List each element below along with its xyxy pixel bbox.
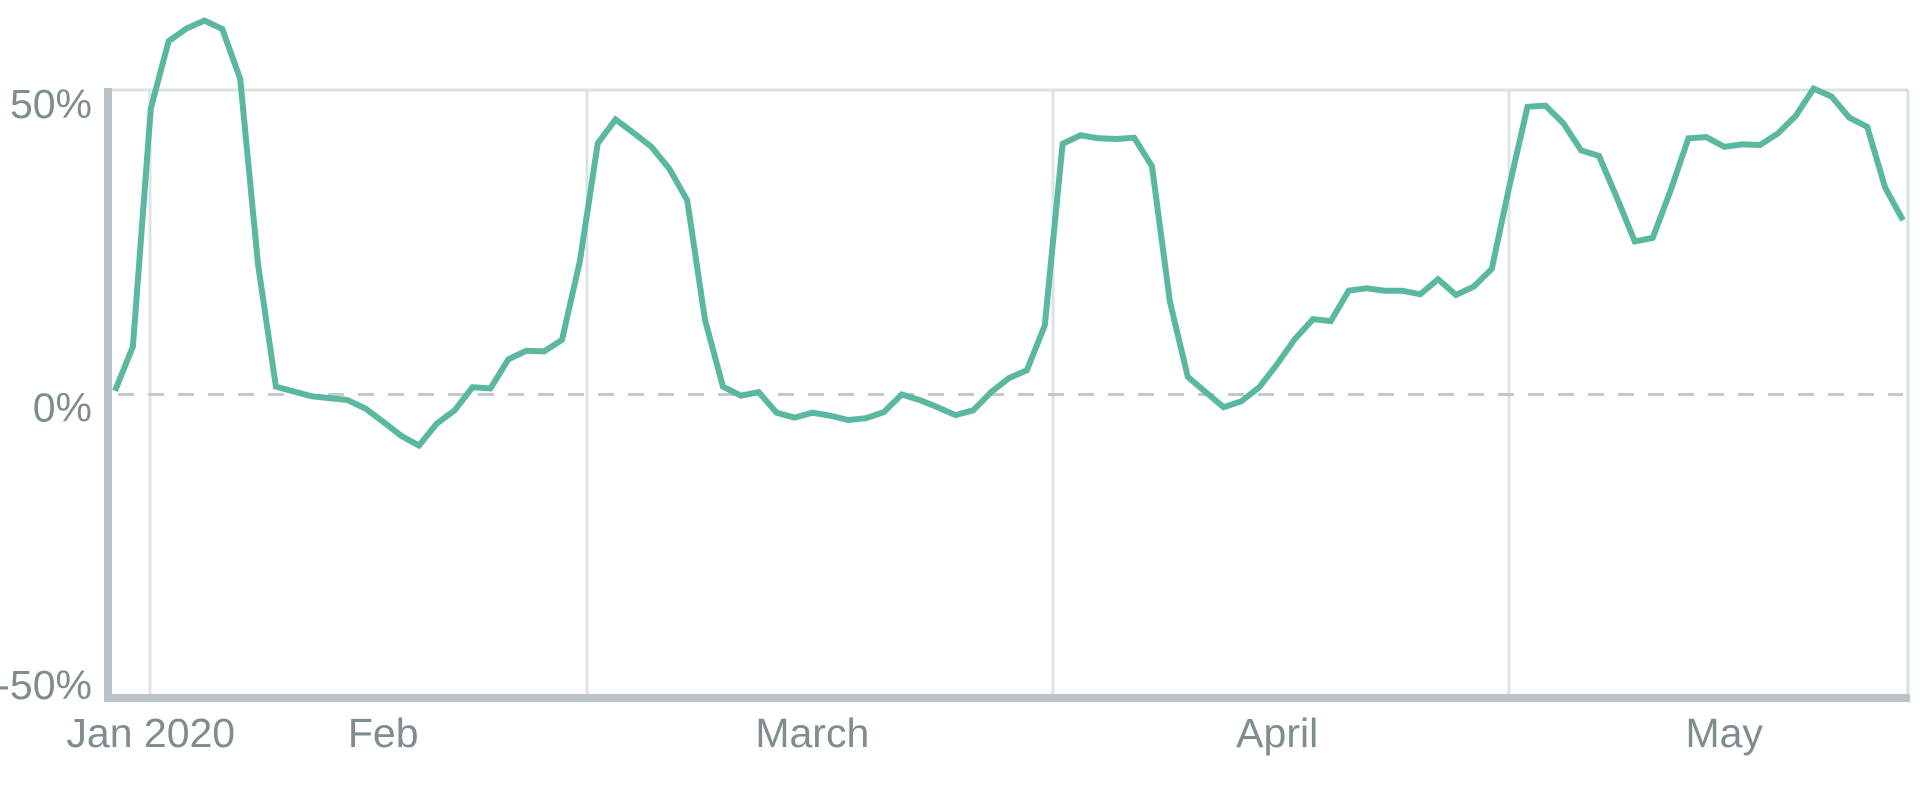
x-tick-label: May [1685,710,1763,756]
data-line [112,17,1906,450]
y-tick-label: 50% [10,81,92,127]
x-tick-label: April [1236,710,1318,756]
y-tick-label: 0% [33,384,92,430]
x-tick-label: Jan 2020 [66,710,235,756]
y-tick-label: -50% [0,662,92,708]
x-tick-label: Feb [348,710,419,756]
x-tick-label: March [755,710,869,756]
